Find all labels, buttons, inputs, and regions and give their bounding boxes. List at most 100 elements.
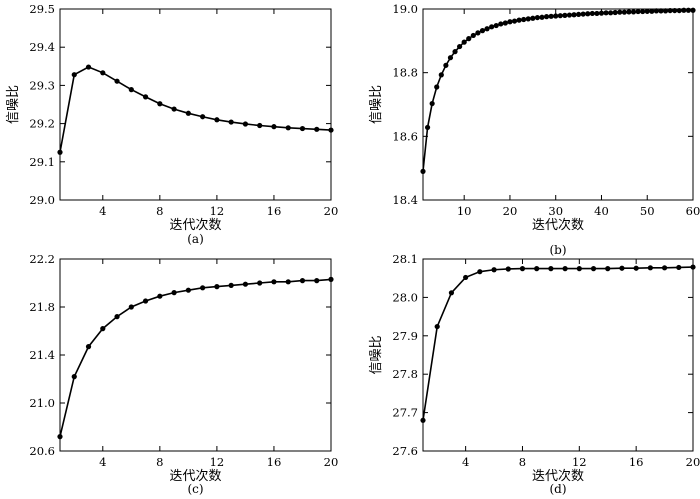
- data-point: [521, 16, 527, 23]
- data-point: [214, 284, 220, 290]
- plot-frame: [59, 258, 332, 452]
- data-point: [690, 264, 696, 270]
- data-point: [328, 127, 334, 133]
- data-point: [328, 276, 334, 282]
- y-tick-label: 28.1: [392, 252, 418, 266]
- data-point: [580, 11, 586, 17]
- data-point: [644, 8, 650, 14]
- data-point: [635, 8, 641, 15]
- data-point: [589, 10, 595, 17]
- data-point: [543, 14, 550, 20]
- y-tick-label: 29.3: [29, 78, 55, 92]
- data-point: [598, 10, 605, 16]
- panel-caption: (a): [187, 232, 204, 246]
- data-point: [157, 101, 163, 107]
- data-point: [647, 265, 653, 271]
- data-point: [434, 84, 440, 90]
- data-point: [100, 326, 106, 332]
- data-point: [171, 290, 177, 296]
- data-point: [685, 7, 692, 13]
- y-tick-label: 19.0: [392, 2, 418, 16]
- data-point: [562, 12, 568, 18]
- data-point: [100, 70, 106, 76]
- data-point: [489, 24, 495, 30]
- data-point: [142, 298, 149, 304]
- data-point: [630, 9, 637, 15]
- data-point: [71, 374, 77, 380]
- data-point: [662, 8, 669, 14]
- data-point: [470, 32, 476, 39]
- y-tick-label: 29.0: [29, 193, 55, 207]
- data-point: [299, 278, 306, 284]
- data-point: [128, 87, 134, 93]
- data-point: [511, 18, 518, 24]
- data-point: [438, 72, 444, 78]
- data-point: [566, 12, 573, 18]
- panel-caption: (b): [549, 243, 566, 257]
- y-tick-label: 22.2: [29, 252, 55, 266]
- data-point: [585, 11, 591, 17]
- data-point: [676, 7, 682, 14]
- x-tick-label: 16: [267, 455, 282, 469]
- x-tick-label: 10: [457, 204, 472, 218]
- data-point: [658, 8, 664, 14]
- data-point: [576, 266, 582, 272]
- data-point: [461, 39, 467, 45]
- data-point: [429, 100, 435, 107]
- data-point: [214, 117, 220, 123]
- x-tick-label: 4: [462, 455, 469, 469]
- data-point: [114, 78, 120, 84]
- data-point: [594, 10, 600, 17]
- data-point: [228, 119, 234, 125]
- data-point: [420, 168, 426, 174]
- data-point: [434, 323, 440, 330]
- data-point: [114, 314, 120, 320]
- plot-frame: [59, 8, 332, 201]
- data-point: [603, 10, 609, 16]
- data-point: [516, 17, 522, 23]
- series-line: [59, 278, 332, 437]
- data-point: [447, 55, 454, 61]
- data-point: [553, 13, 559, 19]
- data-point: [257, 122, 263, 129]
- data-point: [200, 285, 206, 291]
- data-point: [502, 20, 508, 26]
- data-point: [534, 266, 540, 272]
- data-point: [314, 126, 320, 132]
- y-tick-label: 29.4: [29, 40, 55, 54]
- data-point: [128, 304, 134, 310]
- data-point: [672, 7, 678, 14]
- y-tick-label: 27.8: [392, 367, 418, 381]
- chart-panel-a: 4 8 12 16 20 29.0 29.1 29.2 29.3 29.4 29.5 迭代次数 信噪比 (…: [6, 2, 338, 246]
- x-tick-label: 20: [503, 204, 518, 218]
- y-tick-label: 29.1: [29, 155, 55, 169]
- data-point: [71, 72, 77, 78]
- x-tick-label: 16: [629, 455, 644, 469]
- data-point: [420, 417, 426, 423]
- series-line: [422, 266, 694, 421]
- x-tick-label: 8: [519, 455, 526, 469]
- data-point: [171, 106, 177, 112]
- x-tick-label: 60: [686, 204, 700, 218]
- data-point: [505, 266, 511, 272]
- data-point: [299, 125, 306, 132]
- data-point: [548, 13, 554, 19]
- y-tick-label: 29.5: [29, 2, 55, 16]
- data-point: [507, 19, 513, 25]
- data-point: [608, 10, 614, 16]
- data-point: [617, 9, 623, 15]
- data-point: [661, 265, 668, 271]
- data-point: [85, 64, 92, 70]
- data-point: [443, 62, 449, 68]
- x-tick-label: 20: [324, 455, 339, 469]
- data-point: [466, 36, 472, 42]
- data-point: [525, 16, 531, 22]
- x-tick-label: 20: [324, 204, 339, 218]
- y-tick-label: 21.4: [29, 348, 55, 362]
- data-point: [498, 21, 504, 27]
- data-point: [242, 121, 249, 127]
- data-point: [271, 279, 277, 285]
- data-point: [530, 15, 536, 21]
- data-point: [539, 14, 545, 20]
